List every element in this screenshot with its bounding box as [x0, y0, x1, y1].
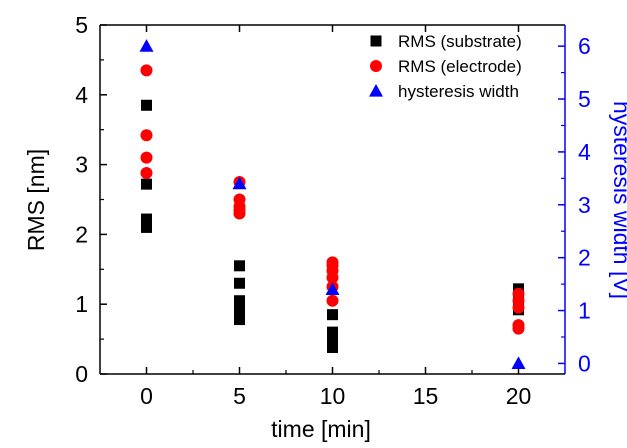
- data-point-circle: [140, 151, 153, 164]
- data-point-square: [141, 99, 152, 111]
- data-point-square: [234, 305, 245, 317]
- y2-tick-label: 0: [578, 350, 591, 376]
- data-point-square: [327, 341, 338, 353]
- data-point-square: [327, 333, 338, 345]
- y-tick-label: 2: [75, 221, 88, 247]
- data-point-circle: [326, 294, 339, 307]
- x-tick-label: 0: [140, 383, 153, 409]
- plot-area: 0 5 10 15 20 0 1 2 3 4 5 0 1 2 3 4 5 6: [75, 12, 591, 409]
- data-point-square: [234, 314, 245, 326]
- data-point-circle: [326, 271, 339, 284]
- y2-tick-label: 6: [578, 33, 591, 59]
- data-point-square: [141, 178, 152, 190]
- data-point-triangle: [232, 176, 247, 190]
- data-point-triangle: [139, 39, 154, 52]
- legend-marker-circle: [370, 60, 382, 72]
- legend-marker-triangle: [369, 84, 383, 97]
- y-tick-label: 5: [75, 12, 88, 38]
- y2-tick-label: 5: [578, 86, 591, 112]
- data-point-square: [141, 221, 152, 233]
- data-point-square: [234, 277, 245, 289]
- y2-tick-label: 1: [578, 298, 591, 324]
- legend: RMS (substrate) RMS (electrode) hysteresis…: [369, 32, 522, 101]
- y-tick-label: 0: [75, 361, 88, 387]
- data-point-square: [234, 300, 245, 312]
- data-point-circle: [140, 166, 153, 179]
- x-tick-label: 5: [233, 383, 246, 409]
- legend-label: RMS (electrode): [398, 57, 522, 76]
- legend-label: hysteresis width: [398, 82, 519, 101]
- data-point-circle: [233, 207, 246, 220]
- x-tick-label: 20: [506, 383, 532, 409]
- data-point-circle: [512, 322, 525, 335]
- y-tick-label: 3: [75, 152, 88, 178]
- data-point-square: [234, 260, 245, 272]
- y2-tick-label: 2: [578, 245, 591, 271]
- data-point-circle: [140, 64, 153, 77]
- data-point-circle: [512, 301, 525, 314]
- y-tick-label: 4: [75, 82, 88, 108]
- legend-marker-square: [370, 35, 382, 47]
- data-point-circle: [140, 129, 153, 142]
- data-point-square: [327, 309, 338, 321]
- data-point-triangle: [325, 282, 340, 295]
- data-point-square: [327, 326, 338, 338]
- y-axis-label: RMS [nm]: [23, 149, 49, 251]
- x-axis-label: time [min]: [271, 416, 371, 442]
- legend-label: RMS (substrate): [398, 32, 522, 51]
- y2-tick-label: 4: [578, 139, 591, 165]
- data-point-triangle: [511, 356, 526, 370]
- y2-tick-label: 3: [578, 192, 591, 218]
- y-tick-label: 1: [75, 291, 88, 317]
- x-tick-label: 10: [320, 383, 346, 409]
- x-tick-label: 15: [413, 383, 439, 409]
- y2-axis-label: hysteresis width [V]: [609, 101, 627, 299]
